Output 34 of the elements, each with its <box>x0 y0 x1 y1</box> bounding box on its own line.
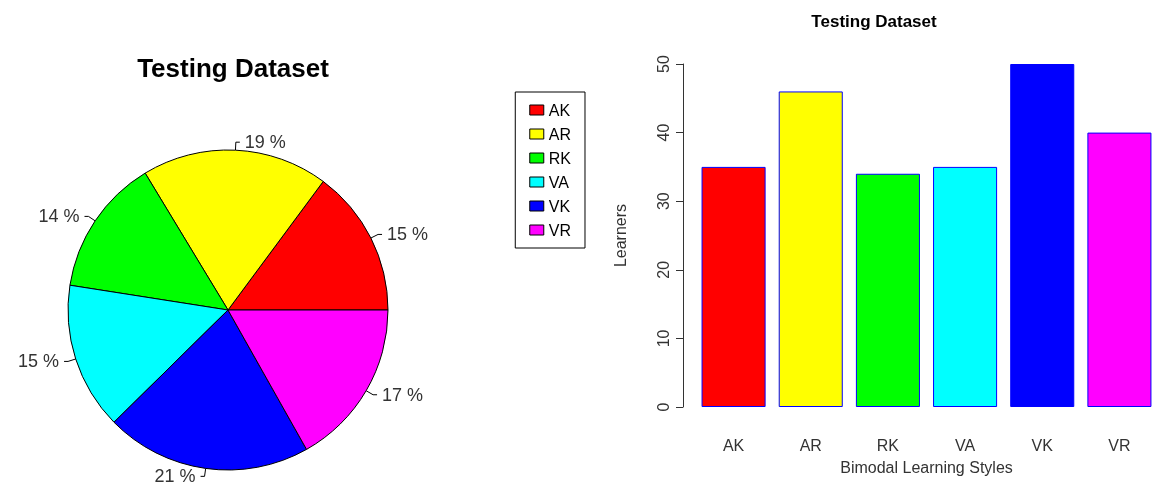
y-tick-label: 40 <box>654 123 672 142</box>
legend-label: VR <box>548 221 572 239</box>
chart-title: Testing Dataset <box>811 12 937 31</box>
data-label: 17 % <box>382 384 424 405</box>
x-tick-label: AR <box>799 436 822 454</box>
x-tick-label: VR <box>1108 436 1131 454</box>
data-label: 14 % <box>38 206 80 227</box>
data-label: 19 % <box>244 132 286 153</box>
x-tick-label: AK <box>722 436 745 454</box>
y-tick-label: 30 <box>654 192 672 211</box>
bar <box>778 91 843 407</box>
y-tick-label: 50 <box>654 55 672 73</box>
data-label: 15 % <box>18 351 60 372</box>
y-tick-label: 10 <box>654 329 672 348</box>
x-tick-label: RK <box>876 436 900 454</box>
legend-label: VK <box>548 197 571 215</box>
legend-label: VA <box>548 173 570 191</box>
legend-label: AR <box>548 125 572 143</box>
x-tick-label: VK <box>1031 436 1054 454</box>
data-label: 15 % <box>387 224 429 245</box>
data-label: 21 % <box>154 466 196 487</box>
bar <box>701 166 766 407</box>
bar <box>1010 64 1075 407</box>
x-axis-title: Bimodal Learning Styles <box>840 458 1013 476</box>
x-tick-label: VA <box>955 436 976 454</box>
bar <box>1087 132 1152 407</box>
bar <box>933 166 998 407</box>
bar <box>855 173 920 407</box>
legend-label: AK <box>548 101 571 119</box>
legend-label: RK <box>548 149 572 167</box>
chart-title: Testing Dataset <box>137 53 330 83</box>
y-tick-label: 0 <box>654 402 672 412</box>
y-tick-label: 20 <box>654 260 672 279</box>
y-axis-title: Learners <box>611 203 629 268</box>
